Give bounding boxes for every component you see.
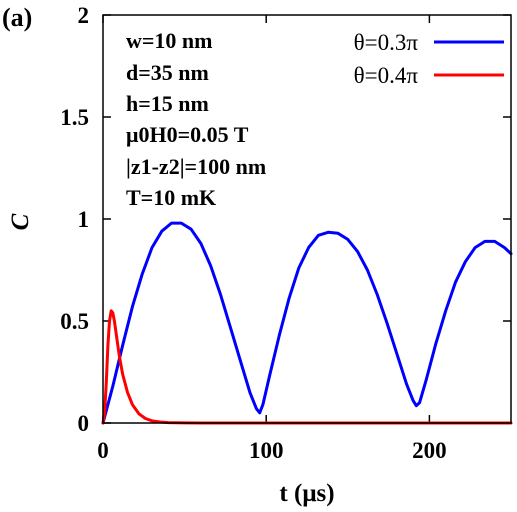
param-width: w=10 nm — [126, 28, 213, 53]
panel-label: (a) — [2, 3, 32, 32]
parameter-box: w=10 nm d=35 nm h=15 nm μ0H0=0.05 T |z1-… — [126, 28, 266, 210]
plot-series — [101, 221, 513, 425]
y-axis-label: C — [7, 213, 34, 230]
param-temperature: T=10 mK — [126, 185, 216, 210]
legend-label-1: θ=0.3π — [354, 30, 419, 55]
param-distance: d=35 nm — [126, 60, 209, 85]
param-separation: |z1-z2|=100 nm — [126, 154, 266, 179]
y-tick-label: 0.5 — [60, 309, 89, 334]
param-height: h=15 nm — [126, 91, 209, 116]
series-line-1 — [101, 221, 513, 425]
x-axis-label: t (μs) — [279, 480, 334, 507]
x-tick-label: 0 — [97, 438, 109, 463]
series-line-2 — [101, 309, 513, 425]
legend-label-2: θ=0.4π — [354, 63, 419, 88]
y-tick-label: 0 — [78, 411, 90, 436]
x-axis-ticks: 0 100 200 — [97, 15, 447, 463]
plot-frame — [102, 14, 512, 424]
y-axis-ticks: 0 0.5 1 1.5 2 — [60, 3, 511, 436]
y-tick-label: 1.5 — [60, 105, 89, 130]
legend: θ=0.3π θ=0.4π — [354, 30, 504, 88]
x-tick-label: 200 — [412, 438, 447, 463]
y-tick-label: 1 — [78, 207, 90, 232]
x-tick-label: 100 — [249, 438, 284, 463]
param-field: μ0H0=0.05 T — [126, 122, 249, 147]
y-tick-label: 2 — [78, 3, 90, 28]
